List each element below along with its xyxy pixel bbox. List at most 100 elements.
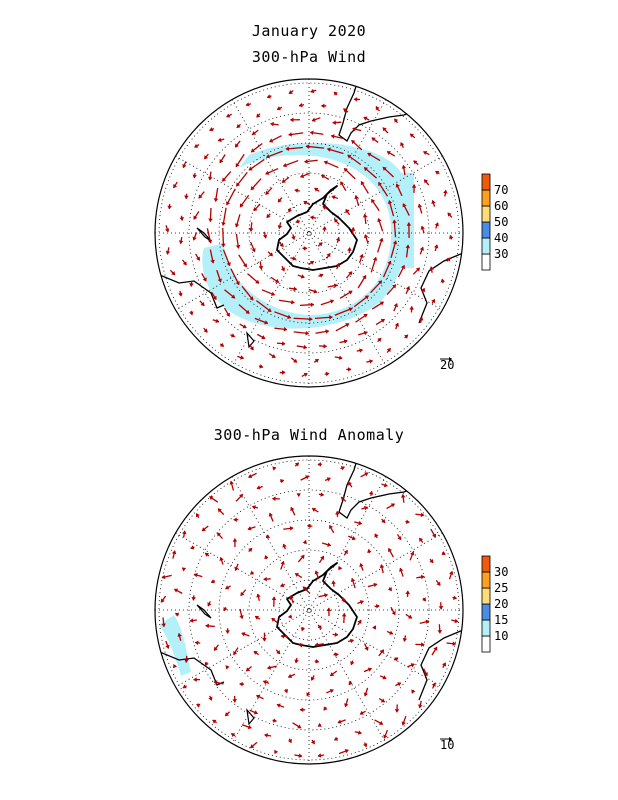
- wind-vector: [431, 199, 436, 207]
- wind-vector: [415, 512, 425, 518]
- wind-vector: [412, 267, 421, 275]
- wind-vector: [405, 244, 410, 258]
- wind-vector: [178, 290, 183, 297]
- wind-vector: [314, 315, 333, 320]
- wind-vector: [189, 618, 197, 623]
- wind-vector: [377, 337, 382, 343]
- wind-vector: [165, 640, 170, 649]
- wind-vector: [350, 577, 356, 589]
- wind-vector: [435, 170, 440, 175]
- wind-vector: [335, 262, 341, 270]
- wind-vector: [318, 343, 328, 349]
- wind-vector: [189, 280, 194, 287]
- wind-vector: [203, 327, 208, 333]
- wind-vector: [213, 187, 219, 203]
- wind-vector: [279, 478, 285, 484]
- antarctica-coastline: [276, 562, 358, 648]
- wind-vector: [339, 290, 353, 299]
- wind-vector: [169, 269, 176, 276]
- wind-vector: [301, 372, 308, 377]
- meridian-line: [231, 99, 387, 367]
- wind-vector: [303, 200, 311, 206]
- wind-vector: [417, 203, 423, 214]
- wind-vector: [308, 260, 315, 266]
- wind-vector: [174, 612, 180, 617]
- wind-vector: [374, 604, 380, 609]
- wind-vector: [161, 574, 172, 580]
- wind-vector: [390, 606, 396, 616]
- wind-vector: [235, 493, 244, 502]
- wind-vector: [386, 284, 397, 295]
- wind-vector: [208, 207, 213, 223]
- wind-vector: [247, 526, 256, 531]
- wind-vector: [225, 628, 230, 634]
- wind-vector: [317, 753, 325, 758]
- wind-vector: [390, 240, 398, 259]
- wind-vector: [338, 749, 349, 755]
- wind-vector: [280, 583, 286, 588]
- wind-vector: [233, 647, 239, 656]
- wind-vector: [394, 118, 399, 124]
- wind-vector: [434, 222, 439, 229]
- wind-vector: [409, 551, 415, 561]
- wind-vector: [306, 691, 311, 697]
- wind-vector: [363, 234, 369, 244]
- wind-vector: [203, 153, 209, 160]
- wind-vector: [363, 667, 373, 673]
- wind-vector: [288, 286, 298, 292]
- wind-vector: [277, 222, 283, 230]
- wind-vector: [219, 556, 224, 565]
- wind-vector: [350, 226, 356, 235]
- wind-vector: [279, 370, 286, 375]
- wind-vector: [276, 703, 285, 708]
- colorbar-label: 40: [494, 231, 508, 245]
- wind-vector: [353, 295, 369, 308]
- reference-vector-label: 10: [440, 738, 454, 752]
- wind-vector: [357, 275, 367, 289]
- wind-vector: [239, 194, 250, 208]
- wind-vector: [171, 550, 177, 559]
- wind-vector: [297, 274, 305, 279]
- wind-vector: [226, 113, 233, 118]
- wind-vector: [271, 617, 278, 624]
- wind-vector: [350, 660, 355, 666]
- wind-vector: [234, 140, 241, 148]
- wind-vector: [290, 357, 298, 363]
- wind-vector: [225, 665, 230, 670]
- wind-vector: [302, 586, 311, 594]
- wind-vector: [405, 613, 413, 619]
- wind-vector: [422, 668, 428, 677]
- wind-vector: [381, 518, 386, 524]
- wind-vector: [173, 588, 183, 594]
- wind-vector: [326, 147, 344, 155]
- wind-vector: [209, 127, 215, 132]
- wind-vector: [198, 191, 205, 199]
- wind-vector: [247, 273, 260, 284]
- wind-vector: [255, 300, 272, 313]
- wind-vector: [295, 219, 301, 224]
- wind-vector: [402, 635, 408, 642]
- colorbar: 30 40 50 60 70: [481, 173, 508, 271]
- wind-vector: [313, 358, 319, 363]
- wind-vector: [311, 507, 319, 513]
- colorbar-label: 60: [494, 199, 508, 213]
- wind-vector: [204, 552, 210, 557]
- wind-vector: [232, 695, 237, 703]
- wind-vector: [449, 234, 454, 240]
- wind-vector: [324, 477, 331, 482]
- wind-vector: [181, 567, 187, 572]
- wind-vector: [362, 213, 368, 225]
- wind-vector: [288, 614, 292, 619]
- wind-vector: [300, 475, 310, 481]
- wind-vector: [340, 181, 347, 191]
- wind-vector: [399, 567, 404, 577]
- wind-vector: [216, 269, 222, 283]
- wind-vector: [219, 154, 226, 164]
- wind-vector: [335, 323, 350, 332]
- colorbar-swatch: [481, 221, 491, 239]
- wind-vector: [447, 212, 453, 218]
- wind-vector: [318, 555, 325, 564]
- wind-vector: [429, 266, 434, 273]
- wind-vector: [367, 152, 381, 162]
- wind-vector: [333, 736, 339, 741]
